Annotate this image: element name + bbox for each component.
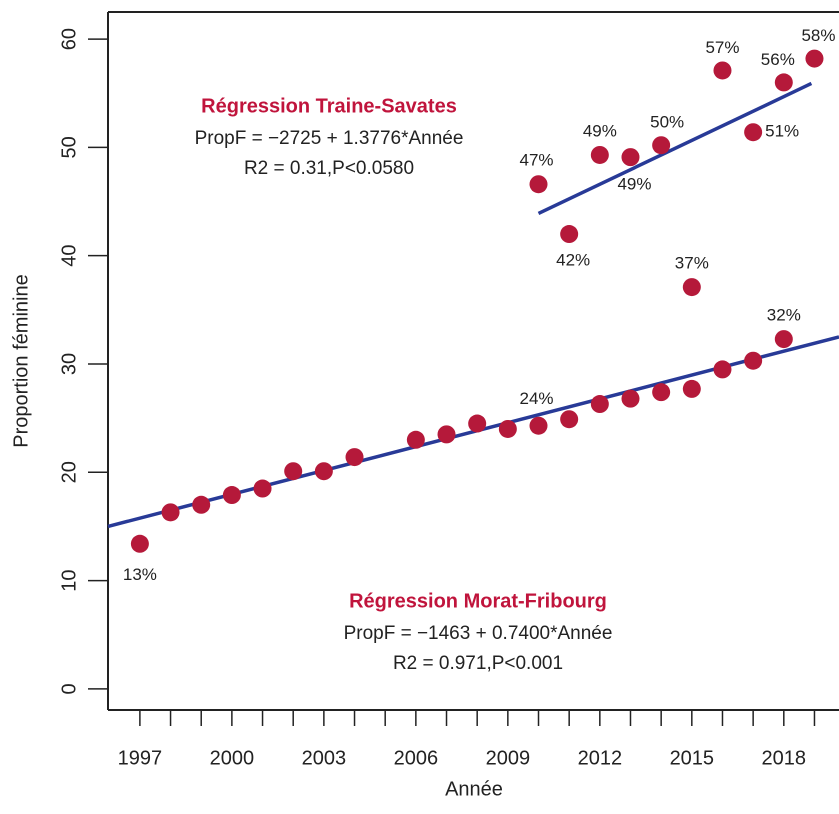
x-tick-label: 2009 [486, 747, 531, 769]
value-label: 49% [617, 175, 651, 194]
annotation-title: Régression Morat-Fribourg [349, 590, 607, 612]
data-point [774, 73, 793, 92]
y-axis-title: Proportion féminine [10, 274, 32, 447]
value-label: 37% [675, 254, 709, 273]
value-label: 42% [556, 251, 590, 270]
value-label: 47% [519, 151, 553, 170]
value-label: 13% [123, 565, 157, 584]
data-point [590, 145, 609, 164]
data-point [192, 495, 211, 514]
y-tick-label: 0 [58, 683, 80, 694]
value-label: 58% [801, 26, 835, 45]
data-point [652, 136, 671, 155]
x-tick-label: 2018 [762, 747, 807, 769]
data-point [314, 462, 333, 481]
data-point [345, 448, 364, 467]
x-tick-label: 2000 [210, 747, 255, 769]
data-point [590, 395, 609, 414]
value-label: 50% [650, 113, 684, 132]
data-point [713, 360, 732, 379]
data-point [621, 389, 640, 408]
y-tick-label: 40 [58, 245, 80, 267]
x-tick-label: 1997 [118, 747, 163, 769]
value-label: 56% [761, 50, 795, 69]
data-point [130, 534, 149, 553]
data-point [805, 49, 824, 68]
y-tick-label: 30 [58, 353, 80, 375]
x-tick-label: 2012 [578, 747, 623, 769]
data-point [744, 351, 763, 370]
annotation-line: PropF = −1463 + 0.7400*Année [344, 623, 613, 644]
y-tick-label: 60 [58, 28, 80, 50]
data-point [560, 225, 579, 244]
data-point [529, 416, 548, 435]
data-point [284, 462, 303, 481]
annotation-line: PropF = −2725 + 1.3776*Année [195, 128, 464, 149]
value-label: 57% [705, 38, 739, 57]
y-tick-label: 50 [58, 136, 80, 158]
x-tick-label: 2006 [394, 747, 439, 769]
data-point [253, 479, 272, 498]
data-point [774, 330, 793, 349]
annotation-line: R2 = 0.31,P<0.0580 [244, 158, 414, 179]
data-point [652, 383, 671, 402]
data-point [498, 419, 517, 438]
data-point [529, 175, 548, 194]
data-point [744, 123, 763, 142]
y-tick-label: 10 [58, 569, 80, 591]
x-axis-title: Année [445, 778, 503, 800]
data-point [406, 430, 425, 449]
x-tick-label: 2015 [670, 747, 715, 769]
data-point [468, 414, 487, 433]
annotation-line: R2 = 0.971,P<0.001 [393, 653, 563, 674]
value-label: 24% [519, 389, 553, 408]
data-point [682, 278, 701, 297]
data-point [682, 379, 701, 398]
value-label: 49% [583, 121, 617, 140]
data-point [222, 486, 241, 505]
value-label: 51% [765, 122, 799, 141]
x-tick-label: 2003 [302, 747, 347, 769]
regression-line [537, 81, 813, 216]
data-point [560, 410, 579, 429]
y-tick-label: 20 [58, 461, 80, 483]
data-point [161, 503, 180, 522]
data-point [437, 425, 456, 444]
data-point [621, 148, 640, 167]
value-label: 32% [767, 306, 801, 325]
data-point [713, 61, 732, 80]
annotation-title: Régression Traine-Savates [201, 95, 457, 117]
